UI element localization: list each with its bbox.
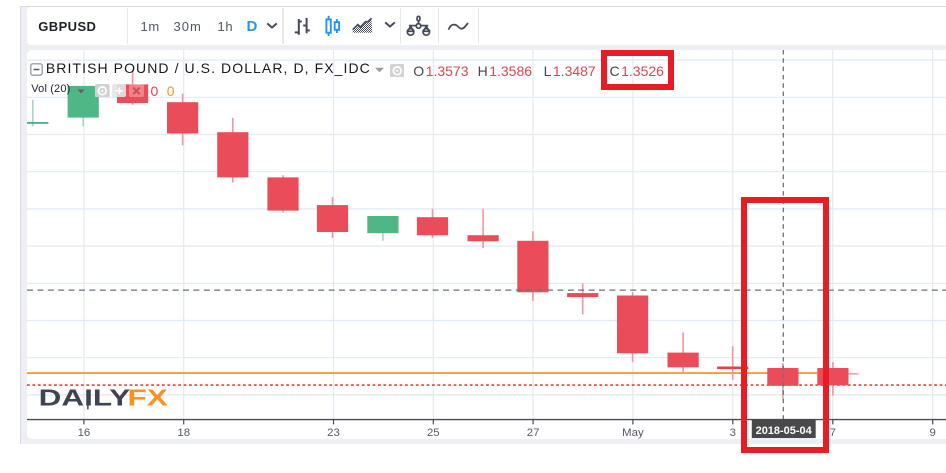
svg-text:18: 18: [177, 427, 190, 438]
svg-text:FX: FX: [127, 385, 168, 411]
svg-text:9: 9: [929, 427, 935, 438]
svg-text:DAILY: DAILY: [38, 385, 130, 411]
svg-text:2018-05-04: 2018-05-04: [755, 425, 812, 437]
svg-text:27: 27: [526, 427, 539, 438]
svg-text:25: 25: [426, 427, 439, 438]
svg-text:16: 16: [77, 427, 90, 438]
svg-text:May: May: [622, 427, 644, 438]
svg-text:3: 3: [729, 427, 735, 438]
svg-text:7: 7: [829, 427, 835, 438]
svg-text:23: 23: [327, 427, 340, 438]
